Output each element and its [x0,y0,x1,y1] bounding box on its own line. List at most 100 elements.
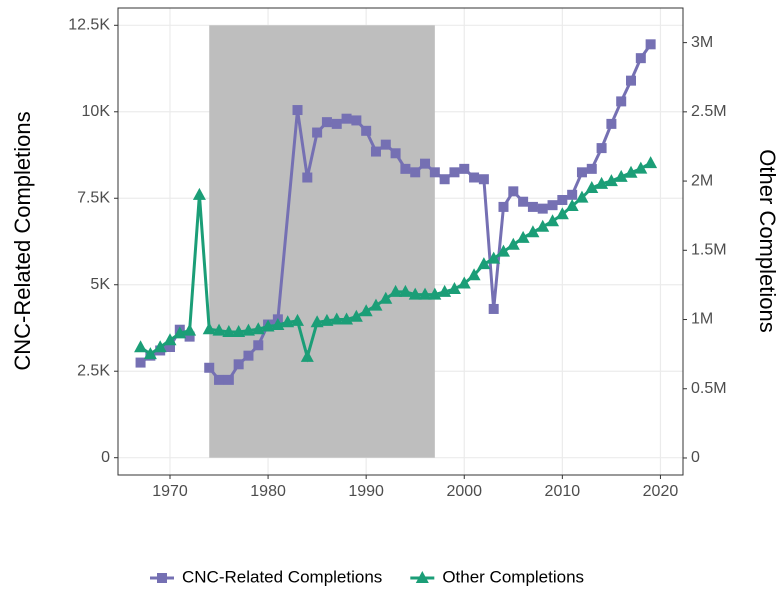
marker [496,244,510,257]
marker [469,172,480,183]
marker [261,319,275,332]
marker [439,174,450,185]
legend-label: CNC-Related Completions [182,567,382,586]
marker [222,324,236,337]
marker [418,287,432,300]
y2-axis-title: Other Completions [755,149,780,332]
marker [614,169,628,182]
marker [214,374,225,385]
y-tick-label: 0 [101,449,110,466]
marker [508,186,519,197]
marker [626,75,637,86]
marker [302,172,313,183]
marker [153,340,167,353]
y-tick-label: 5K [90,276,110,293]
marker [565,198,579,211]
marker [537,203,548,214]
marker [380,139,391,150]
marker [232,324,246,337]
marker [420,158,431,169]
marker [635,53,646,64]
y2-tick-label: 1.5M [691,242,727,259]
marker [361,125,372,136]
marker [164,342,175,353]
marker [526,225,540,238]
y-tick-label: 10K [82,103,111,120]
y-tick-label: 2.5K [77,362,110,379]
marker [202,322,216,335]
marker [184,331,195,342]
shaded-region [209,25,435,458]
marker [300,349,314,362]
plot-border [117,7,684,476]
x-tick-label: 2010 [545,483,581,500]
marker [457,276,471,289]
marker [134,340,148,353]
marker [331,118,342,129]
marker [379,291,393,304]
legend-marker [157,573,167,583]
marker [428,287,442,300]
marker [488,303,499,314]
marker [173,326,187,339]
y2-tick-label: 2.5M [691,103,727,120]
marker [624,165,638,178]
marker [606,118,617,129]
marker [351,115,362,126]
marker [369,298,383,311]
marker [192,187,206,200]
x-tick-label: 1980 [250,483,286,500]
y2-tick-label: 0.5M [691,380,727,397]
marker [204,362,215,373]
marker [243,350,254,361]
marker [389,284,403,297]
marker [467,268,481,281]
marker [340,312,354,325]
marker [341,113,352,124]
marker [459,163,470,174]
x-tick-label: 1970 [152,483,188,500]
marker [410,167,421,178]
y2-tick-label: 3M [691,34,713,51]
marker [143,347,157,360]
y-tick-label: 7.5K [77,189,110,206]
marker [536,219,550,232]
marker [586,163,597,174]
marker [498,201,509,212]
marker [595,176,609,189]
marker [233,359,244,370]
marker [390,148,401,159]
y2-tick-label: 2M [691,172,713,189]
marker [271,318,285,331]
legend: CNC-Related Completions Other Completions [150,567,584,586]
marker [547,200,558,211]
marker [253,340,264,351]
legend-marker [415,571,429,583]
x-tick-label: 2020 [643,483,679,500]
marker [449,167,460,178]
marker [596,143,607,154]
marker [359,304,373,317]
marker [576,167,587,178]
marker [408,287,422,300]
marker [604,174,618,187]
marker [557,194,568,205]
x-tick-label: 1990 [348,483,384,500]
marker [477,257,491,270]
marker [644,156,658,169]
marker [321,117,332,128]
marker [645,39,656,50]
legend-label: Other Completions [442,567,584,586]
marker [330,312,344,325]
marker [527,201,538,212]
marker [478,174,489,185]
marker [585,180,599,193]
marker [546,214,560,227]
marker [320,313,334,326]
y-axis-title: CNC-Related Completions [10,111,35,370]
marker [487,251,501,264]
marker [241,323,255,336]
marker [292,105,303,116]
